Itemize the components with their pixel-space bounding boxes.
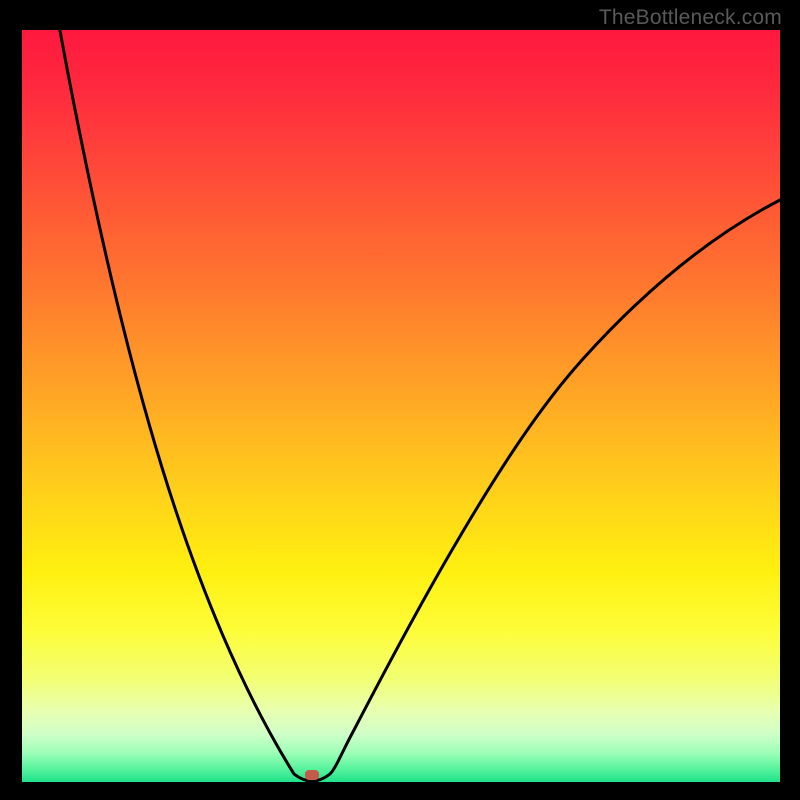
watermark-text: TheBottleneck.com: [599, 6, 782, 30]
plot-area: [22, 30, 780, 782]
curve-path: [58, 30, 780, 781]
bottleneck-curve: [22, 30, 780, 782]
optimum-marker: [305, 770, 319, 780]
